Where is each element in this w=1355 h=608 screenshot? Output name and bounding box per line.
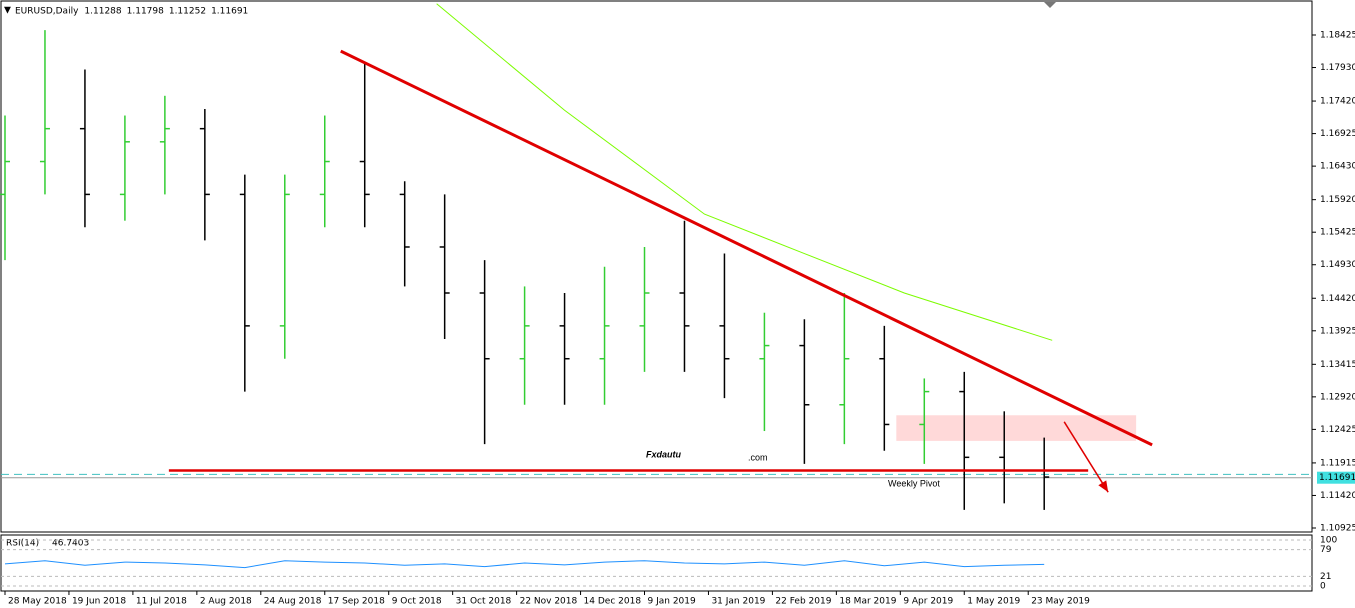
y-tick-label: 1.15920 [1320, 195, 1355, 205]
y-tick-label: 1.11420 [1320, 491, 1355, 501]
y-tick-label: 1.17420 [1320, 97, 1355, 107]
trendline [340, 49, 1153, 447]
y-tick-label: 1.15425 [1320, 228, 1355, 238]
x-tick-label: 24 Aug 2018 [264, 597, 322, 607]
watermark-brand: Fxdautu [646, 449, 682, 459]
symbol: EURUSD,Daily [15, 7, 79, 17]
x-tick-label: 9 Apr 2019 [903, 597, 953, 607]
x-tick-label: 9 Jan 2019 [648, 597, 696, 607]
x-tick-label: 14 Dec 2018 [584, 597, 642, 607]
moving-average [436, 3, 1053, 341]
y-tick-label: 1.16925 [1320, 129, 1355, 139]
rsi-value: 46.7403 [52, 539, 89, 549]
x-tick-label: 31 Oct 2018 [456, 597, 512, 607]
arrow-head [1098, 480, 1109, 493]
y-tick-label: 1.16430 [1320, 162, 1355, 172]
y-tick-label: 1.11915 [1320, 458, 1355, 468]
x-tick-label: 19 Jun 2018 [72, 597, 126, 607]
x-tick-label: 22 Feb 2019 [775, 597, 831, 607]
x-tick-label: 2 Aug 2018 [200, 597, 252, 607]
x-tick-label: 31 Jan 2019 [711, 597, 765, 607]
watermark-domain: .com [748, 452, 768, 462]
rsi-tick-label: 0 [1320, 582, 1326, 592]
y-tick-label: 1.13925 [1320, 326, 1355, 336]
y-tick-label: 1.18425 [1320, 30, 1355, 40]
arrow-shaft [1063, 421, 1109, 493]
shift-marker [1044, 2, 1056, 8]
header-value: 1.11288 [84, 7, 121, 17]
x-tick-label: 28 May 2018 [8, 597, 67, 607]
x-tick-label: 18 Mar 2019 [839, 597, 896, 607]
y-tick-label: 1.14420 [1320, 294, 1355, 304]
x-tick-label: 17 Sep 2018 [328, 597, 385, 607]
rsi-tick-label: 21 [1320, 572, 1331, 582]
y-tick-label: 1.13415 [1320, 360, 1355, 370]
resistance-zone [896, 415, 1137, 441]
pivot-label: Weekly Pivot [888, 478, 940, 488]
rsi-tick-label: 100 [1320, 536, 1337, 546]
rsi-line [4, 560, 1045, 569]
y-tick-label: 1.12425 [1320, 425, 1355, 435]
header-arrow: ▼ [4, 6, 11, 16]
price-box [1317, 471, 1355, 484]
y-tick-label: 1.10925 [1320, 523, 1355, 533]
x-tick-label: 9 Oct 2018 [392, 597, 442, 607]
header-value: 1.11252 [169, 7, 206, 17]
y-tick-label: 1.14930 [1320, 260, 1355, 270]
rsi-panel [0, 534, 1313, 592]
rsi-name: RSI(14) [6, 539, 39, 549]
price-box-label: 1.11691 [1319, 473, 1355, 483]
rsi-tick-label: 79 [1320, 545, 1332, 555]
y-tick-label: 1.17930 [1320, 63, 1355, 73]
x-tick-label: 11 Jul 2018 [136, 597, 187, 607]
main-panel [0, 0, 1313, 533]
x-tick-label: 23 May 2019 [1031, 597, 1090, 607]
x-tick-label: 1 May 2019 [967, 597, 1020, 607]
x-tick-label: 22 Nov 2018 [520, 597, 578, 607]
y-tick-label: 1.12920 [1320, 392, 1355, 402]
header-value: 1.11691 [211, 7, 248, 17]
header-value: 1.11798 [127, 7, 164, 17]
